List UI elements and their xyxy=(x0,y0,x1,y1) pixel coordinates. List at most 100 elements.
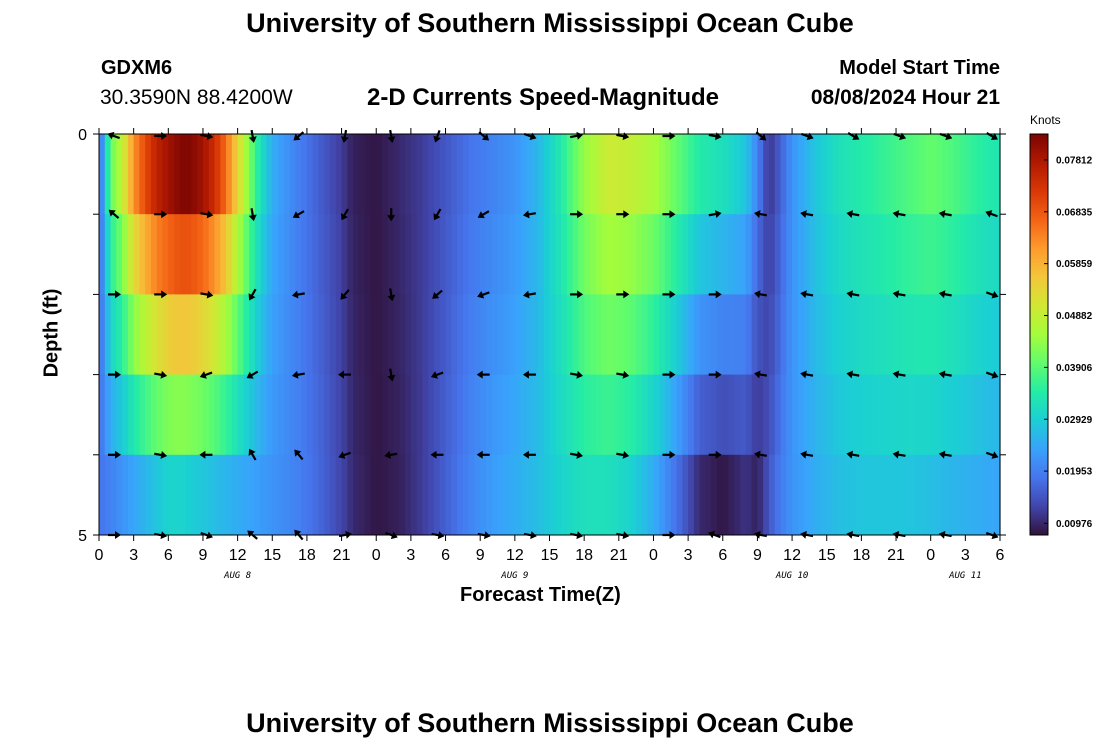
heat-cell xyxy=(341,454,348,536)
heat-cell xyxy=(832,294,839,375)
arrow-head xyxy=(160,370,168,379)
arrow-head xyxy=(206,210,214,219)
x-tick-label: 3 xyxy=(684,547,693,564)
heat-cell xyxy=(555,454,562,536)
heat-cell xyxy=(878,454,886,536)
heat-cell xyxy=(930,374,938,456)
heat-cell xyxy=(462,294,470,375)
heat-cell xyxy=(722,134,730,215)
heat-cell xyxy=(330,454,337,536)
heat-cell xyxy=(682,214,689,295)
heat-cell xyxy=(405,294,412,375)
heat-cell xyxy=(537,134,545,215)
heat-cell xyxy=(503,294,510,375)
heat-cell xyxy=(214,374,221,456)
heat-cell xyxy=(751,454,759,536)
heat-cell xyxy=(901,214,909,295)
heat-cell xyxy=(526,134,533,215)
heat-cell xyxy=(445,294,452,375)
heat-cell xyxy=(312,294,320,375)
heat-cell xyxy=(959,134,966,215)
heat-cell xyxy=(982,134,990,215)
heat-cell xyxy=(919,374,926,456)
arrow-head xyxy=(754,450,761,459)
colorbar-tick-label: 0.04882 xyxy=(1056,311,1093,322)
heat-cell xyxy=(480,454,487,536)
arrow-head xyxy=(340,136,349,143)
arrow-head xyxy=(523,290,530,299)
heat-cell xyxy=(965,454,972,536)
heat-cell xyxy=(786,294,793,375)
heat-cell xyxy=(613,214,620,295)
heat-cell xyxy=(780,454,787,536)
heat-cell xyxy=(231,294,239,375)
heat-cell xyxy=(272,374,279,456)
heat-cell xyxy=(711,214,718,295)
arrow-head xyxy=(846,290,854,299)
heat-cell xyxy=(145,374,152,456)
current-arrow xyxy=(477,210,490,219)
current-arrow xyxy=(248,129,257,143)
heat-cell xyxy=(803,294,811,375)
heat-cell xyxy=(324,454,331,536)
heat-cell xyxy=(139,294,146,375)
heat-cell xyxy=(156,294,164,375)
heat-cell xyxy=(884,454,891,536)
arrow-head xyxy=(669,210,676,219)
heat-cell xyxy=(688,294,695,375)
heat-cell xyxy=(462,374,470,456)
heat-cell xyxy=(797,454,805,536)
current-arrow xyxy=(985,290,999,299)
heat-cell xyxy=(295,134,302,215)
heat-cell xyxy=(416,294,424,375)
heat-cell xyxy=(699,374,707,456)
heat-cell xyxy=(566,374,574,456)
arrow-head xyxy=(108,209,116,217)
heat-cell xyxy=(543,294,551,375)
x-axis-label: Forecast Time(Z) xyxy=(460,584,621,606)
current-arrow xyxy=(246,370,259,379)
arrow-head xyxy=(248,293,256,301)
heat-cell xyxy=(260,214,268,295)
heat-cell xyxy=(676,294,683,375)
heat-cell xyxy=(532,134,539,215)
heat-cell xyxy=(705,454,712,536)
heat-cell xyxy=(393,214,400,295)
heat-cell xyxy=(445,134,452,215)
heat-cell xyxy=(699,134,707,215)
arrow-head xyxy=(292,211,300,219)
heat-cell xyxy=(237,454,244,536)
heat-cell xyxy=(589,374,597,456)
current-arrow xyxy=(800,290,814,299)
current-arrow xyxy=(570,290,584,299)
heat-cell xyxy=(682,134,689,215)
heat-cell xyxy=(774,454,782,536)
heat-cell xyxy=(370,294,377,375)
arrow-head xyxy=(476,450,483,459)
heat-cell xyxy=(988,374,995,456)
current-arrow xyxy=(338,370,351,379)
heat-cell xyxy=(179,214,187,295)
heat-cell xyxy=(584,454,591,536)
heat-cell xyxy=(301,454,308,536)
heat-cell xyxy=(364,374,372,456)
heat-cell xyxy=(243,134,250,215)
heat-cell xyxy=(278,134,285,215)
heat-cell xyxy=(792,374,799,456)
colorbar-tick-label: 0.05859 xyxy=(1056,259,1093,270)
heat-cell xyxy=(618,134,626,215)
heat-cell xyxy=(751,134,759,215)
heat-cell xyxy=(618,294,626,375)
heat-cell xyxy=(872,294,880,375)
heat-cell xyxy=(566,134,574,215)
heat-cell xyxy=(653,134,660,215)
heat-cell xyxy=(682,374,689,456)
heat-cell xyxy=(763,134,770,215)
current-arrow xyxy=(662,210,676,219)
heat-cell xyxy=(797,134,805,215)
heat-cell xyxy=(341,214,348,295)
heat-cell xyxy=(584,374,591,456)
heat-cell xyxy=(347,374,354,456)
heat-cell xyxy=(878,374,886,456)
heat-cell xyxy=(948,294,955,375)
